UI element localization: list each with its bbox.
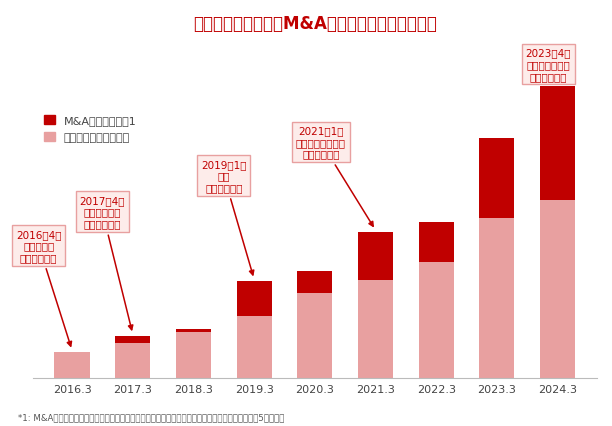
Text: *1: M&A子会社合計は、よかタウン、旭ハウジング、建新、ケイアイプレスト、エルハウジングの5社の合計: *1: M&A子会社合計は、よかタウン、旭ハウジング、建新、ケイアイプレスト、エ…: [18, 413, 285, 422]
Bar: [479, 138, 515, 219]
Text: 2021年1月
ケイアイプレスト
グループ入り: 2021年1月 ケイアイプレスト グループ入り: [296, 126, 373, 227]
Bar: [358, 280, 393, 378]
Bar: [237, 282, 272, 317]
Bar: [54, 353, 90, 378]
Title: ケイアイ分譲事業とM&Aグループ会社の業績推移: ケイアイ分譲事業とM&Aグループ会社の業績推移: [193, 15, 437, 33]
Bar: [176, 329, 211, 332]
Bar: [176, 332, 211, 378]
Text: 2019年1月
建新
グループ入り: 2019年1月 建新 グループ入り: [201, 159, 254, 275]
Legend: M&A子会社合計＊1, ケイアイ分譲住宅事業: M&A子会社合計＊1, ケイアイ分譲住宅事業: [44, 115, 136, 143]
Bar: [237, 317, 272, 378]
Bar: [297, 293, 332, 378]
Text: 2016年4月
よかタウン
グループ入り: 2016年4月 よかタウン グループ入り: [16, 229, 72, 346]
Bar: [297, 271, 332, 293]
Bar: [115, 344, 151, 378]
Bar: [540, 200, 575, 378]
Text: 2023年4月
エルハウジング
グループ入り: 2023年4月 エルハウジング グループ入り: [526, 49, 571, 81]
Bar: [358, 233, 393, 280]
Bar: [419, 262, 453, 378]
Text: 2017年4月
旭ハウジング
グループ入り: 2017年4月 旭ハウジング グループ入り: [80, 196, 133, 330]
Bar: [479, 219, 515, 378]
Bar: [115, 337, 151, 344]
Bar: [419, 222, 453, 262]
Bar: [540, 86, 575, 200]
